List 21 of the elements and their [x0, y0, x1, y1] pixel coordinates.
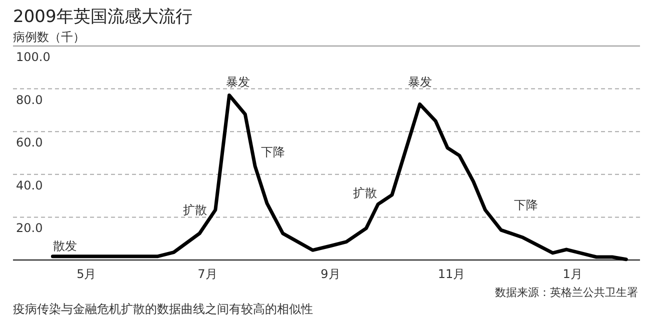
x-tick-label: 7月 — [198, 267, 218, 281]
chart-title: 2009年英国流感大流行 — [13, 7, 192, 27]
x-tick-label: 5月 — [76, 267, 96, 281]
y-tick-label: 100.0 — [16, 50, 50, 64]
y-axis-title: 病例数（千） — [13, 30, 85, 44]
annotation: 下降 — [514, 198, 538, 212]
x-tick-label: 11月 — [438, 267, 466, 281]
y-tick-label: 20.0 — [16, 221, 43, 236]
x-tick-label: 9月 — [320, 267, 340, 281]
annotation: 暴发 — [226, 75, 250, 89]
text: 疫病传染与金融危机扩散的数据曲线之间有较高的相似性 — [13, 302, 313, 316]
source-note: 数据来源：英格兰公共卫生署 — [495, 286, 638, 299]
y-tick-label: 40.0 — [16, 178, 43, 192]
y-tick-label: 80.0 — [16, 92, 43, 107]
annotation: 扩散 — [183, 203, 207, 217]
annotation: 暴发 — [408, 75, 432, 89]
y-tick-label: 60.0 — [16, 136, 43, 150]
x-tick-label: 1月 — [562, 267, 582, 281]
annotation: 扩散 — [353, 186, 377, 200]
annotation: 下降 — [261, 145, 285, 159]
annotation: 散发 — [53, 239, 77, 253]
